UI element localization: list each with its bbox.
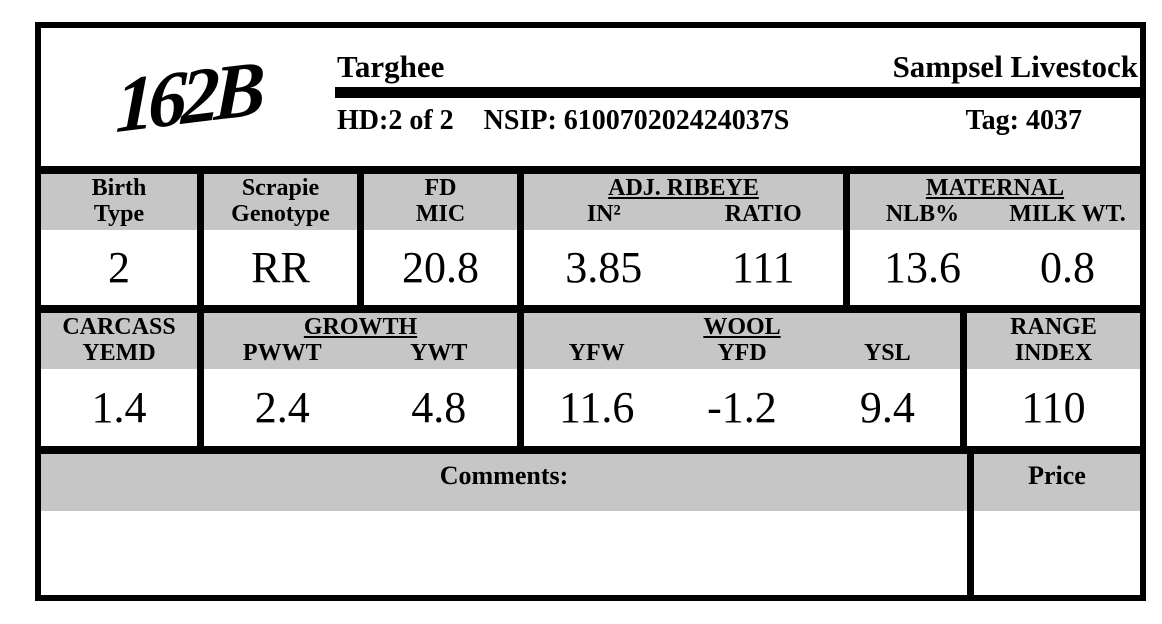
growth-header: GROWTH PWWT YWT xyxy=(204,313,517,369)
ribeye-ratio-label: RATIO xyxy=(724,201,802,227)
fd-mic-header: FD MIC xyxy=(364,174,517,230)
range-label-line1: RANGE xyxy=(1010,314,1097,341)
price-cell: Price xyxy=(967,454,1140,595)
wool-yfd-value: -1.2 xyxy=(707,383,777,432)
maternal-values: 13.6 0.8 xyxy=(850,230,1140,305)
range-index-header: RANGE INDEX xyxy=(967,313,1140,369)
carcass-label-line2: YEMD xyxy=(82,340,156,366)
wool-yfd-label: YFD xyxy=(717,340,767,366)
header-top-row: Targhee Sampsel Livestock xyxy=(335,28,1140,87)
adj-ribeye-title: ADJ. RIBEYE xyxy=(608,175,759,202)
fd-mic-value: 20.8 xyxy=(364,230,517,305)
wool-sub-labels: YFW YFD YSL xyxy=(524,340,960,367)
birth-type-label-line2: Type xyxy=(93,201,145,227)
birth-type-cell: Birth Type 2 xyxy=(41,174,204,305)
growth-ywt-value: 4.8 xyxy=(411,383,467,432)
ranch-name: Sampsel Livestock xyxy=(892,49,1138,84)
wool-ysl-value: 9.4 xyxy=(859,383,915,432)
ribeye-in2-value: 3.85 xyxy=(565,243,643,292)
wool-header: WOOL YFW YFD YSL xyxy=(524,313,960,369)
epd-row-1: Birth Type 2 Scrapie Genotype RR FD MIC … xyxy=(41,174,1140,313)
scrapie-genotype-value: RR xyxy=(204,230,357,305)
wool-ysl-label: YSL xyxy=(863,340,911,366)
growth-ywt-label: YWT xyxy=(410,340,468,366)
wool-cell: WOOL YFW YFD YSL 11.6 -1.2 9.4 xyxy=(524,313,967,446)
birth-type-header: Birth Type xyxy=(41,174,197,230)
adj-ribeye-values: 3.85 111 xyxy=(524,230,843,305)
maternal-header: MATERNAL NLB% MILK WT. xyxy=(850,174,1140,230)
card-header: 162B Targhee Sampsel Livestock HD:2 of 2… xyxy=(41,28,1140,174)
animal-id-logo: 162B xyxy=(115,43,261,150)
epd-row-2: CARCASS YEMD 1.4 GROWTH PWWT YWT 2.4 4.8… xyxy=(41,313,1140,454)
range-label-line2: INDEX xyxy=(1014,340,1093,366)
wool-title: WOOL xyxy=(703,314,781,341)
tag-number: Tag: 4037 xyxy=(965,105,1082,136)
scrapie-genotype-cell: Scrapie Genotype RR xyxy=(204,174,364,305)
wool-yfw-label: YFW xyxy=(568,340,625,366)
maternal-milkwt-label: MILK WT. xyxy=(1009,201,1126,227)
growth-cell: GROWTH PWWT YWT 2.4 4.8 xyxy=(204,313,524,446)
carcass-yemd-cell: CARCASS YEMD 1.4 xyxy=(41,313,204,446)
header-divider-bar xyxy=(335,87,1140,98)
animal-id-logo-area: 162B xyxy=(41,28,335,166)
birth-type-value: 2 xyxy=(41,230,197,305)
range-index-value: 110 xyxy=(967,369,1140,446)
maternal-milkwt-value: 0.8 xyxy=(1040,243,1095,292)
scrapie-genotype-header: Scrapie Genotype xyxy=(204,174,357,230)
wool-yfw-value: 11.6 xyxy=(558,383,635,432)
breed-name: Targhee xyxy=(337,49,445,84)
growth-sub-labels: PWWT YWT xyxy=(204,340,517,367)
wool-values: 11.6 -1.2 9.4 xyxy=(524,369,960,446)
birth-type-label-line1: Birth xyxy=(91,175,147,202)
scrapie-label-line2: Genotype xyxy=(231,201,330,227)
growth-values: 2.4 4.8 xyxy=(204,369,517,446)
ribeye-ratio-value: 111 xyxy=(731,243,795,292)
growth-pwwt-value: 2.4 xyxy=(254,383,310,432)
fd-mic-cell: FD MIC 20.8 xyxy=(364,174,524,305)
comments-header: Comments: xyxy=(41,454,967,511)
head-count: HD:2 of 2 xyxy=(337,105,454,136)
adj-ribeye-header: ADJ. RIBEYE IN² RATIO xyxy=(524,174,843,230)
maternal-nlb-value: 13.6 xyxy=(884,243,961,292)
comments-cell: Comments: xyxy=(41,454,967,595)
price-body xyxy=(974,511,1140,595)
ribeye-in2-label: IN² xyxy=(586,201,621,227)
maternal-nlb-label: NLB% xyxy=(885,201,960,227)
nsip-number: NSIP: 610070202424037S xyxy=(483,105,790,136)
carcass-label-line1: CARCASS xyxy=(62,314,176,341)
header-right: Targhee Sampsel Livestock HD:2 of 2 NSIP… xyxy=(335,28,1140,166)
fd-label-line2: MIC xyxy=(415,201,466,227)
header-bottom-row: HD:2 of 2 NSIP: 610070202424037S Tag: 40… xyxy=(335,98,1140,137)
growth-pwwt-label: PWWT xyxy=(242,340,322,366)
maternal-sub-labels: NLB% MILK WT. xyxy=(850,201,1140,228)
adj-ribeye-sub-labels: IN² RATIO xyxy=(524,201,843,228)
fd-label-line1: FD xyxy=(424,175,457,202)
footer-row: Comments: Price xyxy=(41,454,1140,595)
price-header: Price xyxy=(974,454,1140,511)
adj-ribeye-cell: ADJ. RIBEYE IN² RATIO 3.85 111 xyxy=(524,174,850,305)
scrapie-label-line1: Scrapie xyxy=(241,175,320,202)
maternal-title: MATERNAL xyxy=(925,175,1065,202)
carcass-yemd-value: 1.4 xyxy=(41,369,197,446)
livestock-sale-card: 162B Targhee Sampsel Livestock HD:2 of 2… xyxy=(35,22,1146,601)
comments-body xyxy=(41,511,967,595)
carcass-yemd-header: CARCASS YEMD xyxy=(41,313,197,369)
growth-title: GROWTH xyxy=(303,314,418,341)
range-index-cell: RANGE INDEX 110 xyxy=(967,313,1140,446)
maternal-cell: MATERNAL NLB% MILK WT. 13.6 0.8 xyxy=(850,174,1140,305)
